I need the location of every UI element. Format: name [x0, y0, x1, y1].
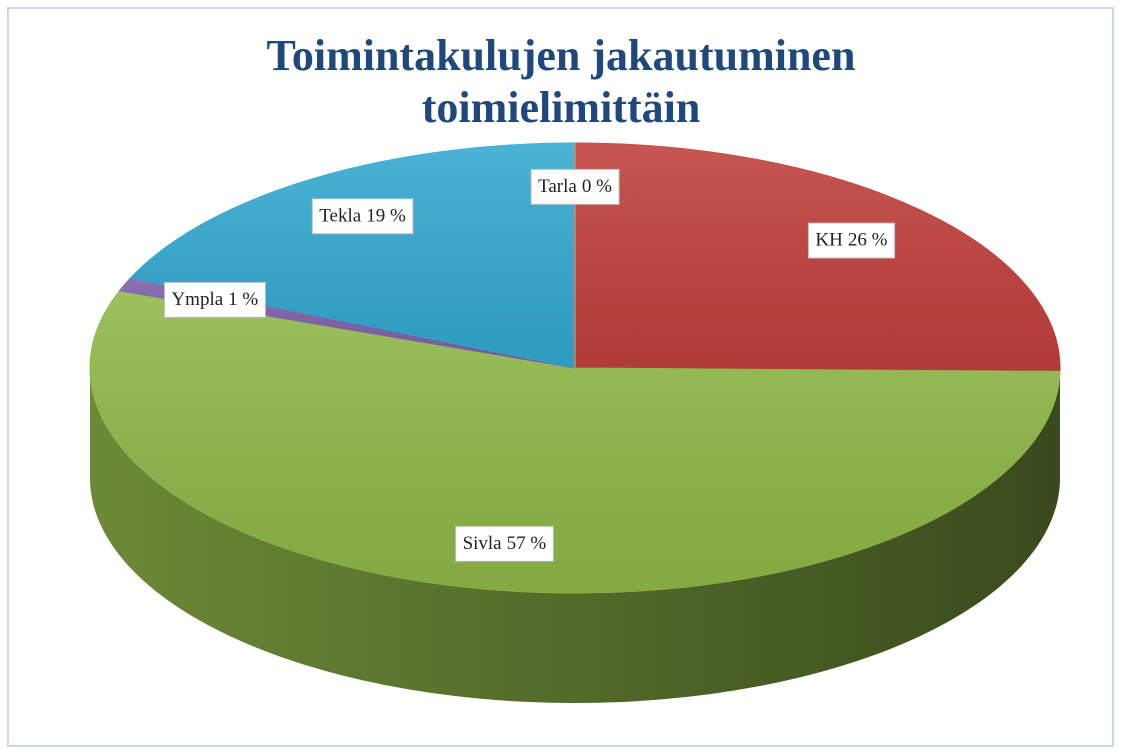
data-label-box — [807, 222, 896, 259]
label-category: Tarla — [538, 176, 577, 197]
label-value: 1 % — [228, 289, 258, 310]
label-value: 0 % — [582, 176, 612, 197]
labels: KH 26 % Sivla 57 % Ympla 1 % Tekla 19 % Tarla 0 % — [163, 168, 896, 562]
label-value: 57 % — [507, 533, 547, 554]
label-category: Tekla — [319, 206, 361, 227]
chart-title: toimielimittäin — [422, 83, 701, 132]
data-label: Sivla 57 % — [463, 533, 547, 554]
data-label: Tarla 0 % — [538, 176, 612, 197]
data-label: KH 26 % — [815, 230, 887, 251]
data-label-box — [311, 198, 414, 235]
data-label-box — [530, 168, 620, 205]
label-value: 26 % — [848, 230, 888, 251]
label-category: KH — [815, 230, 843, 251]
slice-gloss — [90, 290, 1060, 593]
label-value: 19 % — [366, 206, 406, 227]
label-category: Ympla — [171, 289, 223, 310]
data-label: Tekla 19 % — [319, 206, 406, 227]
data-label-box — [163, 281, 266, 318]
label-category: Sivla — [463, 533, 503, 554]
pie — [89, 142, 1061, 703]
slice-side-shade — [90, 368, 1060, 703]
chart-title: Toimintakulujen jakautuminen — [267, 31, 856, 80]
data-label-box — [455, 525, 554, 562]
data-label: Ympla 1 % — [171, 289, 258, 310]
slice-gloss — [130, 143, 575, 368]
